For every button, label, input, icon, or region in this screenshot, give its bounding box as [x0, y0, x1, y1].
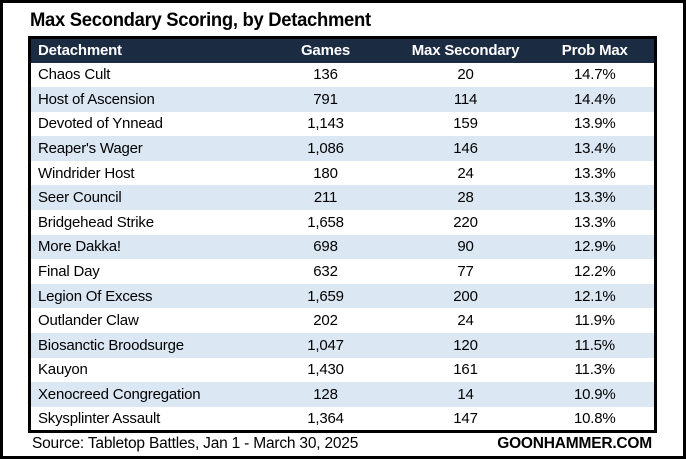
- games-cell: 136: [313, 66, 338, 84]
- detachment-cell: Final Day: [38, 263, 100, 281]
- detachment-stats-table: Detachment Games Max Secondary Prob Max Cha…: [28, 36, 657, 433]
- games-cell: 791: [313, 90, 338, 108]
- games-cell: 1,047: [307, 336, 344, 354]
- max-secondary-cell: 147: [453, 409, 478, 427]
- max-secondary-cell: 90: [457, 238, 474, 256]
- prob-max-cell: 11.5%: [574, 336, 616, 354]
- games-cell: 128: [313, 386, 338, 404]
- table-header-row: Detachment Games Max Secondary Prob Max: [29, 37, 656, 63]
- detachment-cell: Bridgehead Strike: [38, 213, 154, 231]
- max-secondary-cell: 24: [457, 164, 474, 182]
- prob-max-cell: 13.4%: [573, 140, 616, 158]
- detachment-cell: Biosanctic Broodsurge: [38, 336, 184, 354]
- table-row: Outlander Claw 202 24 11.9%: [30, 308, 656, 333]
- prob-max-cell: 13.3%: [573, 164, 616, 182]
- games-cell: 211: [313, 189, 338, 207]
- max-secondary-cell: 146: [453, 140, 478, 158]
- table-row: Skysplinter Assault 1,364 147 10.8%: [30, 407, 656, 432]
- prob-max-cell: 12.1%: [573, 287, 616, 305]
- games-cell: 202: [313, 312, 338, 330]
- column-header-prob-max: Prob Max: [535, 37, 656, 63]
- table-row: Windrider Host 180 24 13.3%: [30, 161, 656, 186]
- detachment-cell: Kauyon: [38, 361, 88, 379]
- detachment-cell: Chaos Cult: [38, 66, 111, 84]
- detachment-cell: More Dakka!: [38, 238, 121, 256]
- table-row: Biosanctic Broodsurge 1,047 120 11.5%: [29, 333, 656, 358]
- games-cell: 1,364: [307, 409, 344, 427]
- detachment-cell: Legion Of Excess: [38, 287, 153, 305]
- max-secondary-cell: 114: [453, 90, 478, 108]
- table-row: Seer Council 211 28 13.3%: [29, 185, 656, 211]
- detachment-cell: Reaper's Wager: [38, 140, 143, 158]
- detachment-cell: Skysplinter Assault: [38, 409, 161, 427]
- prob-max-cell: 14.7%: [573, 66, 616, 84]
- max-secondary-cell: 28: [457, 189, 474, 207]
- games-cell: 632: [313, 263, 338, 281]
- table-row: Reaper's Wager 1,086 146 13.4%: [29, 136, 656, 161]
- detachment-cell: Outlander Claw: [38, 312, 139, 330]
- column-header-detachment: Detachment: [29, 37, 256, 63]
- games-cell: 1,143: [307, 115, 344, 133]
- prob-max-cell: 11.9%: [574, 312, 616, 330]
- prob-max-cell: 13.3%: [573, 213, 616, 231]
- detachment-cell: Host of Ascension: [38, 90, 155, 108]
- prob-max-cell: 12.9%: [573, 238, 616, 256]
- games-cell: 1,430: [307, 361, 344, 379]
- prob-max-cell: 12.2%: [573, 263, 616, 281]
- max-secondary-cell: 159: [453, 115, 478, 133]
- games-cell: 1,659: [307, 287, 344, 305]
- table-row: Legion Of Excess 1,659 200 12.1%: [29, 283, 656, 309]
- max-secondary-cell: 161: [453, 361, 478, 379]
- detachment-cell: Windrider Host: [38, 164, 135, 182]
- max-secondary-cell: 24: [457, 312, 474, 330]
- games-cell: 1,086: [307, 140, 344, 158]
- table-row: Kauyon 1,430 161 11.3%: [30, 358, 656, 383]
- games-cell: 1,658: [307, 213, 344, 231]
- table-row: Final Day 632 77 12.2%: [30, 259, 656, 284]
- page-title: Max Secondary Scoring, by Detachment: [30, 10, 371, 31]
- max-secondary-cell: 200: [453, 287, 478, 305]
- brand-label: GOONHAMMER.COM: [497, 434, 652, 452]
- prob-max-cell: 10.9%: [573, 386, 616, 404]
- max-secondary-cell: 77: [457, 263, 474, 281]
- detachment-cell: Devoted of Ynnead: [38, 115, 163, 133]
- prob-max-cell: 10.8%: [573, 409, 616, 427]
- table-row: Xenocreed Congregation 128 14 10.9%: [29, 382, 656, 407]
- table-row: More Dakka! 698 90 12.9%: [29, 234, 656, 260]
- max-secondary-cell: 20: [457, 66, 474, 84]
- prob-max-cell: 14.4%: [573, 90, 616, 108]
- column-header-games: Games: [255, 37, 396, 63]
- max-secondary-cell: 14: [457, 386, 474, 404]
- games-cell: 698: [313, 238, 338, 256]
- table-row: Devoted of Ynnead 1,143 159 13.9%: [30, 112, 656, 137]
- table-body: Chaos Cult 136 20 14.7% Host of Ascension 791…: [29, 63, 656, 432]
- max-secondary-cell: 120: [453, 336, 478, 354]
- detachment-cell: Seer Council: [38, 189, 122, 207]
- source-note: Source: Tabletop Battles, Jan 1 - March …: [32, 434, 359, 452]
- prob-max-cell: 13.3%: [573, 189, 616, 207]
- table-row: Bridgehead Strike 1,658 220 13.3%: [30, 210, 656, 235]
- prob-max-cell: 11.3%: [574, 361, 616, 379]
- footer: Source: Tabletop Battles, Jan 1 - March …: [28, 433, 654, 456]
- max-secondary-cell: 220: [453, 213, 478, 231]
- prob-max-cell: 13.9%: [573, 115, 616, 133]
- column-header-max-secondary: Max Secondary: [395, 37, 536, 63]
- table-row: Chaos Cult 136 20 14.7%: [30, 63, 656, 88]
- detachment-cell: Xenocreed Congregation: [38, 386, 201, 404]
- games-cell: 180: [313, 164, 338, 182]
- table-row: Host of Ascension 791 114 14.4%: [29, 87, 656, 112]
